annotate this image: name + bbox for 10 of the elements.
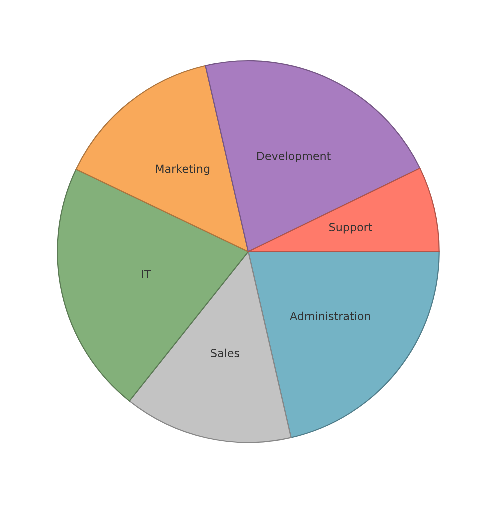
slice-label: Marketing [156, 164, 210, 176]
pie-slice [129, 251, 292, 444]
slice-label: IT [142, 270, 152, 278]
pie-slice [248, 251, 440, 438]
slice-label: Support [330, 223, 372, 234]
slice-label: Administration [290, 312, 370, 320]
pie-slice [76, 65, 250, 252]
pie-slice [248, 168, 440, 252]
slice-label: Development [257, 152, 331, 163]
slice-label: Sales [211, 348, 240, 358]
